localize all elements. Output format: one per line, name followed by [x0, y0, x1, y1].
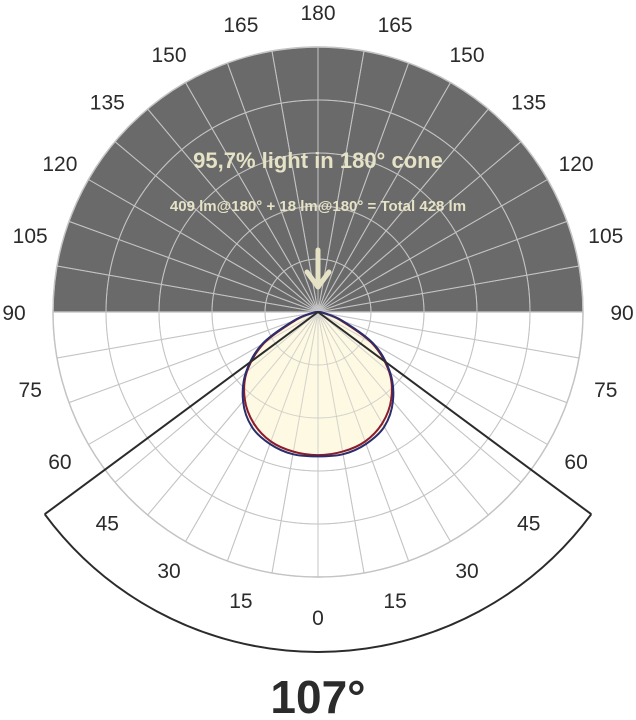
grid-spoke — [226, 311, 319, 562]
grid-spoke — [317, 311, 548, 445]
grid-spoke — [317, 311, 365, 574]
angle-tick-label: 150 — [449, 44, 484, 67]
grid-spoke — [317, 265, 580, 313]
angle-tick-label: 15 — [383, 590, 406, 613]
grid-spoke — [56, 265, 319, 313]
angle-tick-label: 60 — [48, 451, 71, 474]
grid-spoke — [317, 311, 489, 516]
grid-spoke — [68, 311, 319, 404]
grid-spoke — [226, 62, 319, 313]
angle-tick-label: 120 — [42, 153, 77, 176]
headline: 95,7% light in 180° cone — [193, 148, 443, 173]
grid-spoke — [317, 311, 580, 359]
grid-spoke — [114, 141, 319, 313]
angle-tick-label: 45 — [96, 513, 119, 536]
grid-spoke — [271, 311, 319, 574]
grid-spoke — [147, 108, 319, 313]
angle-tick-label: 45 — [517, 513, 540, 536]
angle-tick-label: 165 — [223, 14, 258, 37]
grid-spoke — [88, 179, 319, 313]
angle-tick-label: 180 — [300, 2, 335, 25]
grid-spoke — [317, 141, 522, 313]
beam-angle-lines — [43, 311, 593, 653]
grid-spoke — [317, 108, 489, 313]
series-curves — [241, 310, 395, 458]
grid-spoke — [317, 62, 410, 313]
flux-summary: 409 lm@180° + 18 lm@180° = Total 428 lm — [170, 198, 466, 215]
angle-tick-label: 75 — [19, 379, 42, 402]
angle-tick-label: 90 — [610, 302, 633, 325]
grid-spoke — [271, 50, 319, 313]
series-curve-1 — [241, 310, 395, 458]
grid-spoke — [114, 311, 319, 483]
angle-tick-label: 135 — [511, 91, 546, 114]
beam-edge-line — [44, 311, 319, 516]
angle-tick-label: 0 — [312, 607, 324, 630]
beam-arc — [43, 513, 593, 653]
grid-spoke — [317, 82, 451, 313]
angle-tick-label: 105 — [588, 225, 623, 248]
grid-spoke — [68, 220, 319, 313]
beam-edge-line — [317, 311, 592, 516]
arrow-icon — [304, 247, 332, 290]
grid-spoke — [147, 311, 319, 516]
grid-rings-overlay — [52, 46, 584, 578]
angle-tick-label: 105 — [13, 225, 48, 248]
beam-angle-label: 107° — [270, 671, 365, 720]
angle-tick-label: 90 — [2, 302, 25, 325]
angle-tick-labels: 0 15 15 30 30 45 45 60 60 75 75 90 90 105 105 120 120 135… — [2, 2, 633, 630]
angle-tick-label: 60 — [564, 451, 587, 474]
grid-spokes-overlay — [53, 47, 583, 577]
angle-tick-label: 150 — [151, 44, 186, 67]
angle-tick-label: 30 — [157, 560, 180, 583]
grid-spoke — [317, 311, 568, 404]
angle-tick-label: 135 — [90, 91, 125, 114]
grid-spoke — [317, 311, 522, 483]
grid-spoke — [317, 50, 365, 313]
angle-tick-label: 15 — [229, 590, 252, 613]
grid-spoke — [88, 311, 319, 445]
angle-tick-label: 30 — [455, 560, 478, 583]
angle-tick-label: 165 — [378, 14, 413, 37]
grid-spoke — [56, 311, 319, 359]
angle-tick-label: 75 — [594, 379, 617, 402]
angle-tick-label: 120 — [559, 153, 594, 176]
arrow-head — [304, 269, 332, 290]
grid-spoke — [317, 311, 410, 562]
grid-spoke — [185, 82, 319, 313]
grid-spoke — [317, 179, 548, 313]
grid-spoke — [317, 220, 568, 313]
